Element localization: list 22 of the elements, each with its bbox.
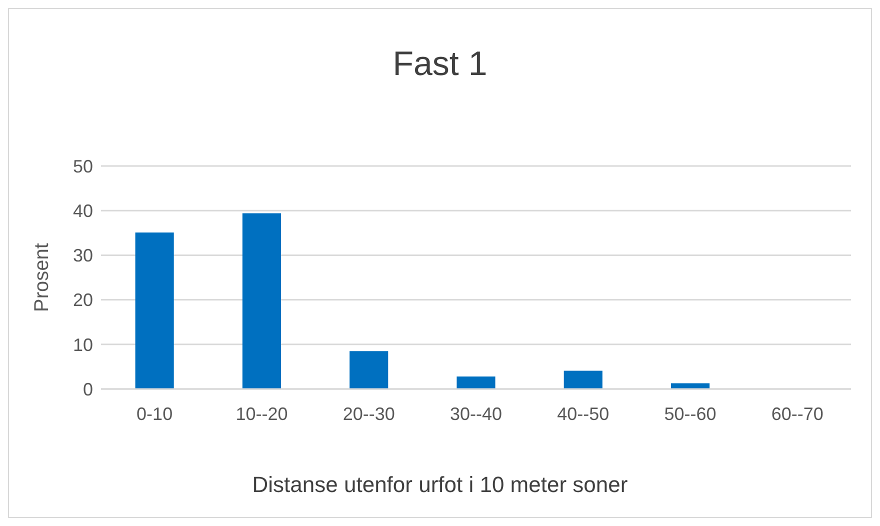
bar — [242, 213, 281, 389]
x-tick-label: 10--20 — [236, 404, 288, 424]
bar — [564, 370, 602, 389]
y-tick-label: 20 — [72, 290, 93, 310]
bar — [456, 376, 496, 389]
chart-title: Fast 1 — [392, 45, 488, 84]
x-axis-title: Distanse utenfor urfot i 10 meter soner — [251, 472, 629, 498]
bar — [350, 351, 388, 389]
x-tick-label: 40--50 — [557, 404, 610, 424]
x-tick-label: 20--30 — [342, 404, 395, 424]
y-tick-label: 10 — [72, 334, 93, 355]
x-tick-label: 0-10 — [136, 404, 173, 424]
y-tick-label: 30 — [72, 246, 93, 266]
bar — [671, 383, 710, 389]
y-tick-label: 40 — [72, 200, 93, 221]
bar — [135, 232, 174, 389]
y-axis-title: Prosent — [31, 242, 54, 312]
x-tick-label: 60--70 — [771, 404, 824, 424]
x-tick-label: 50--60 — [664, 404, 716, 424]
y-tick-label: 0 — [82, 379, 93, 400]
y-tick-label: 50 — [72, 156, 93, 176]
x-tick-label: 30--40 — [450, 404, 502, 424]
